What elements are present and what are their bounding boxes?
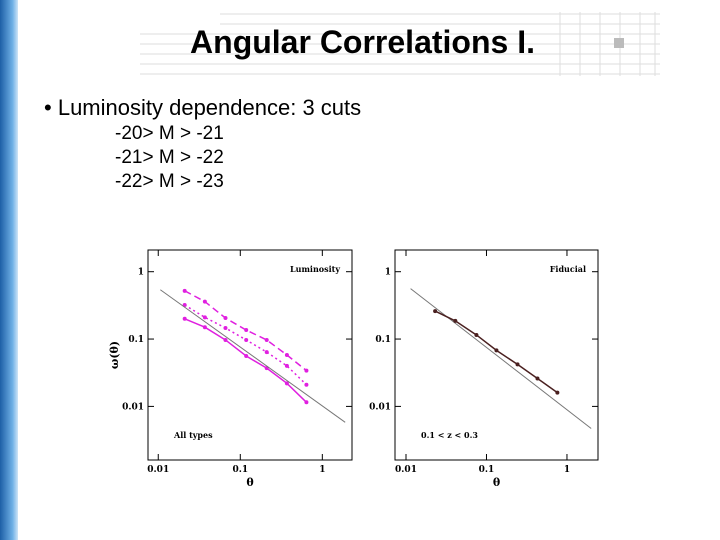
plot-frame bbox=[147, 249, 353, 461]
bullet-text: Luminosity dependence: 3 cuts bbox=[57, 95, 362, 120]
data-point bbox=[515, 362, 520, 367]
slide-title: Angular Correlations I. bbox=[190, 24, 535, 60]
annotation: Fiducial bbox=[550, 264, 586, 274]
data-point bbox=[264, 350, 269, 355]
x-axis-label: θ bbox=[246, 476, 253, 489]
series-line bbox=[160, 289, 346, 423]
data-point bbox=[535, 376, 540, 381]
data-point bbox=[284, 352, 289, 357]
series-line bbox=[410, 288, 592, 429]
sub-item: -21> M > -22 bbox=[115, 147, 224, 168]
x-tick-label: 0.1 bbox=[232, 465, 248, 475]
data-point bbox=[453, 318, 458, 323]
y-tick-label: 0.01 bbox=[369, 402, 391, 412]
data-point bbox=[202, 315, 207, 320]
y-axis-label: ω(θ) bbox=[108, 341, 121, 369]
x-tick-label: 1 bbox=[319, 465, 325, 475]
bullet: • Luminosity dependence: 3 cuts bbox=[44, 95, 362, 120]
annotation: Luminosity bbox=[290, 264, 340, 274]
annotation: 0.1 < z < 0.3 bbox=[421, 430, 478, 440]
x-tick-label: 1 bbox=[564, 465, 570, 475]
x-tick-label: 0.01 bbox=[147, 465, 169, 475]
data-point bbox=[182, 316, 187, 321]
data-point bbox=[223, 325, 228, 330]
data-point bbox=[474, 332, 479, 337]
data-point bbox=[223, 337, 228, 342]
y-tick-label: 1 bbox=[385, 268, 391, 278]
grid-decoration bbox=[140, 12, 660, 76]
x-tick-label: 0.01 bbox=[395, 465, 417, 475]
data-point bbox=[223, 316, 228, 321]
y-tick-label: 0.1 bbox=[375, 335, 391, 345]
sub-item: -22> M > -23 bbox=[115, 171, 224, 192]
sub-item: -20> M > -21 bbox=[115, 123, 224, 144]
data-point bbox=[244, 354, 249, 359]
data-point bbox=[433, 309, 438, 314]
data-point bbox=[304, 382, 309, 387]
data-point bbox=[304, 400, 309, 405]
data-point bbox=[202, 299, 207, 304]
side-bar bbox=[0, 0, 18, 540]
y-tick-label: 0.1 bbox=[128, 335, 144, 345]
data-point bbox=[202, 325, 207, 330]
data-point bbox=[244, 328, 249, 333]
y-tick-label: 0.01 bbox=[122, 402, 144, 412]
annotation: All types bbox=[173, 430, 213, 440]
data-point bbox=[264, 337, 269, 342]
y-tick-label: 1 bbox=[138, 268, 144, 278]
data-point bbox=[494, 348, 499, 353]
data-point bbox=[555, 390, 560, 395]
data-point bbox=[244, 337, 249, 342]
plot-frame bbox=[394, 249, 599, 461]
x-axis-label: θ bbox=[493, 476, 500, 489]
data-point bbox=[182, 288, 187, 293]
data-point bbox=[284, 363, 289, 368]
x-tick-label: 0.1 bbox=[479, 465, 495, 475]
data-point bbox=[284, 381, 289, 386]
data-point bbox=[304, 368, 309, 373]
